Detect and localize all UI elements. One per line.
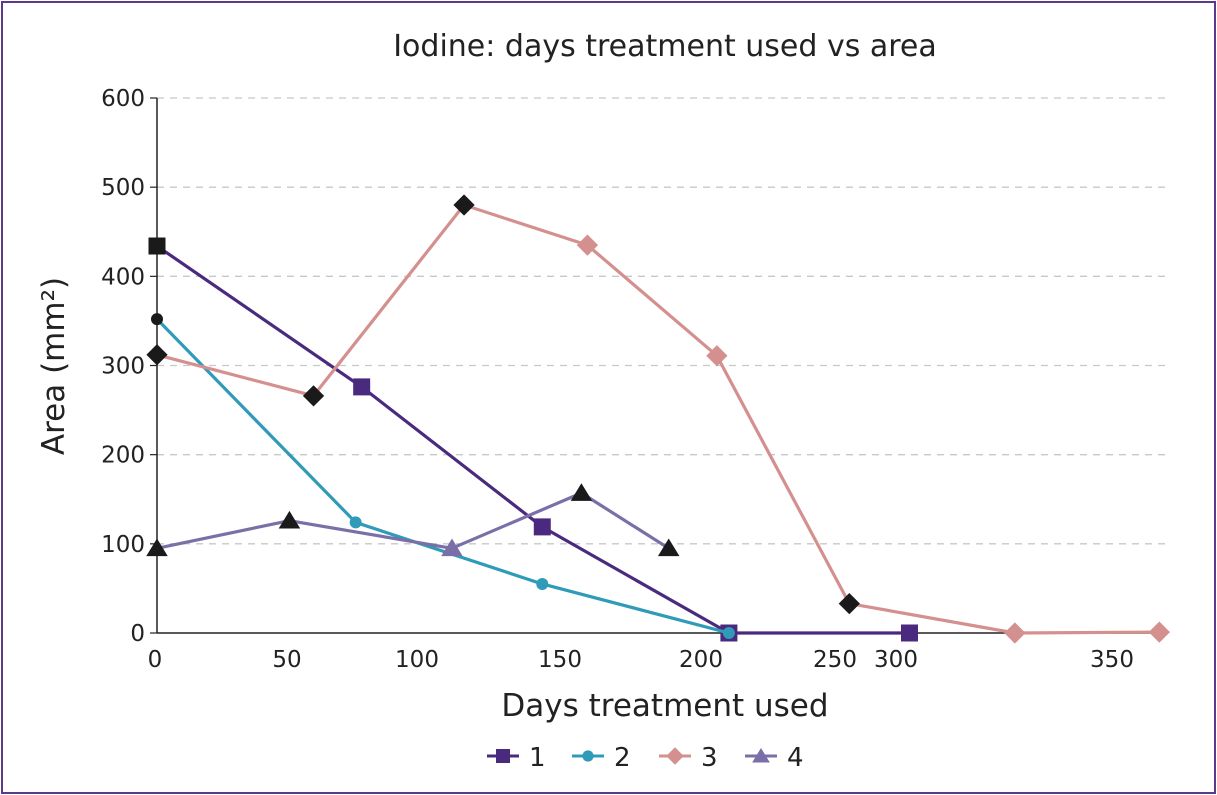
- data-point-diamond: [838, 592, 860, 615]
- series-4: [146, 483, 680, 557]
- data-point-diamond: [302, 385, 325, 407]
- data-point-circle: [536, 577, 549, 590]
- legend-item-4: 4: [745, 743, 804, 773]
- x-tick-label: 150: [538, 647, 582, 673]
- series-1: [148, 237, 918, 642]
- data-point-triangle: [570, 483, 593, 501]
- y-tick-label: 200: [101, 443, 145, 469]
- data-point-square: [496, 749, 510, 763]
- x-tick-label: 300: [874, 647, 918, 673]
- x-tick-label: 350: [1090, 647, 1134, 673]
- series-2: [151, 313, 735, 639]
- chart-title: Iodine: days treatment used vs area: [393, 29, 937, 64]
- x-tick-label: 0: [148, 647, 163, 673]
- x-tick-label: 50: [272, 647, 301, 673]
- series-line: [156, 203, 1160, 635]
- data-point-square: [901, 624, 918, 642]
- y-tick-label: 0: [130, 621, 145, 647]
- y-tick-label: 400: [101, 264, 145, 290]
- x-tick-labels: 0 50 100 150 200 250 300 350: [148, 647, 1134, 673]
- gridlines: [150, 97, 1165, 634]
- data-point-triangle: [752, 747, 770, 763]
- data-point-triangle: [146, 538, 168, 557]
- data-point-square: [533, 518, 551, 536]
- x-tick-label: 100: [395, 647, 439, 673]
- data-point-diamond: [666, 747, 684, 765]
- series-group: [146, 194, 1170, 644]
- data-point-diamond: [1148, 621, 1170, 643]
- data-point-triangle: [441, 538, 463, 557]
- data-point-diamond: [706, 345, 728, 367]
- data-point-diamond: [146, 344, 168, 366]
- legend-item-2: 2: [572, 743, 631, 773]
- data-point-diamond: [453, 194, 475, 216]
- data-point-circle: [349, 516, 362, 529]
- legend-label: 1: [529, 743, 546, 773]
- y-tick-label: 100: [101, 532, 145, 558]
- legend-label: 2: [614, 743, 631, 773]
- series-line: [156, 244, 910, 635]
- data-point-square: [353, 378, 371, 396]
- data-point-square: [148, 237, 166, 255]
- legend: 1 2 3 4: [487, 743, 804, 773]
- y-tick-label: 500: [101, 175, 145, 201]
- data-point-triangle: [278, 510, 301, 529]
- x-axis-label: Days treatment used: [501, 688, 828, 724]
- legend-label: 4: [787, 743, 804, 773]
- data-point-triangle: [657, 538, 680, 557]
- data-point-circle: [722, 627, 735, 639]
- y-tick-label: 600: [101, 86, 145, 112]
- y-tick-label: 300: [101, 354, 145, 380]
- data-point-circle: [151, 313, 163, 326]
- series-3: [146, 194, 1170, 644]
- data-point-circle: [582, 750, 594, 762]
- y-axis-label: Area (mm²): [36, 277, 72, 455]
- x-tick-label: 200: [679, 647, 723, 673]
- legend-item-3: 3: [659, 743, 718, 773]
- data-point-diamond: [576, 234, 599, 256]
- legend-label: 3: [701, 743, 718, 773]
- data-point-diamond: [1004, 622, 1026, 644]
- y-tick-labels: 0 100 200 300 400 500 600: [101, 86, 145, 647]
- x-tick-label: 250: [813, 647, 857, 673]
- legend-item-1: 1: [487, 743, 546, 773]
